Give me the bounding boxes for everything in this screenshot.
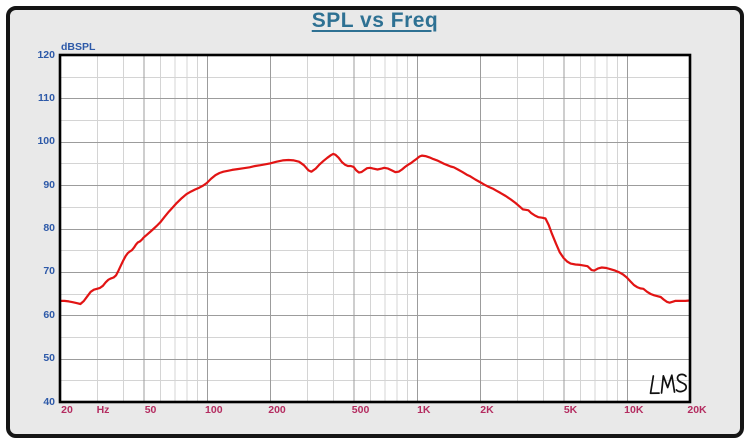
x-tick-label: 20 — [61, 404, 73, 416]
x-tick-label: 200 — [268, 404, 286, 416]
x-tick-label: 100 — [205, 404, 223, 416]
x-axis-unit-label: Hz — [96, 404, 110, 416]
y-tick-label: 120 — [37, 48, 55, 61]
y-tick-label: 90 — [43, 178, 55, 191]
x-tick-label: 20K — [687, 404, 707, 416]
lms-logo — [645, 371, 691, 399]
y-tick-label: 70 — [43, 265, 55, 278]
x-tick-label: 1K — [417, 404, 431, 416]
y-tick-label: 60 — [43, 308, 55, 321]
x-tick-label: 2K — [480, 404, 494, 416]
page-title: SPL vs Freq — [311, 9, 439, 32]
x-tick-label: 10K — [624, 404, 644, 416]
y-tick-label: 40 — [43, 395, 55, 408]
y-axis-unit-label: dBSPL — [61, 41, 96, 53]
x-tick-label: 50 — [144, 404, 157, 416]
spl-curve — [58, 152, 692, 306]
y-tick-label: 100 — [37, 135, 55, 148]
y-tick-label: 110 — [38, 91, 55, 104]
x-tick-label: 5K — [563, 404, 578, 416]
y-tick-label: 50 — [43, 352, 55, 365]
y-tick-label: 80 — [43, 222, 55, 234]
x-tick-label: 500 — [351, 404, 370, 416]
